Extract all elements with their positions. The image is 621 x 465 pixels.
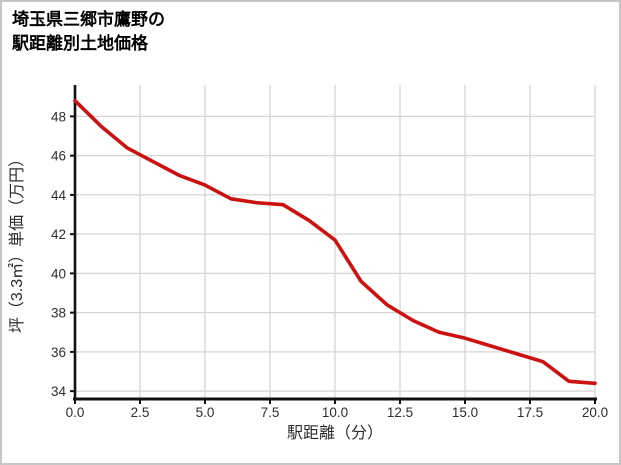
chart-title: 埼玉県三郷市鷹野の 駅距離別土地価格 xyxy=(12,8,165,56)
x-tick-label: 10.0 xyxy=(322,405,348,420)
data-layer xyxy=(73,98,597,386)
y-tick-label: 46 xyxy=(51,149,66,164)
y-tick-label: 44 xyxy=(51,188,67,203)
chart-title-line2: 駅距離別土地価格 xyxy=(12,34,148,53)
y-tick-label: 38 xyxy=(51,306,66,321)
y-tick-label: 42 xyxy=(51,227,66,242)
x-tick-label: 2.5 xyxy=(131,405,150,420)
y-tick-label: 36 xyxy=(51,345,66,360)
x-axis-label: 駅距離（分） xyxy=(287,424,383,442)
x-tick-label: 5.0 xyxy=(196,405,215,420)
x-tick-label: 17.5 xyxy=(517,405,543,420)
x-tick-label: 20.0 xyxy=(582,405,608,420)
x-tick-label: 7.5 xyxy=(261,405,280,420)
y-tick-label: 34 xyxy=(51,384,67,399)
y-tick-label: 48 xyxy=(51,109,66,124)
grid-layer xyxy=(74,85,596,399)
price-line xyxy=(73,98,597,386)
x-tick-label: 12.5 xyxy=(387,405,413,420)
y-tick-label: 40 xyxy=(51,266,66,281)
x-tick-label: 0.0 xyxy=(66,405,85,420)
chart-title-line1: 埼玉県三郷市鷹野の xyxy=(12,10,165,29)
x-tick-label: 15.0 xyxy=(452,405,478,420)
axis-layer: 0.0 2.5 5.0 7.5 10.0 12.5 15.0 17.5 20.0 34 36 38 40… xyxy=(51,85,608,420)
y-axis-label: 坪（3.3㎡）単価（万円） xyxy=(8,151,26,333)
